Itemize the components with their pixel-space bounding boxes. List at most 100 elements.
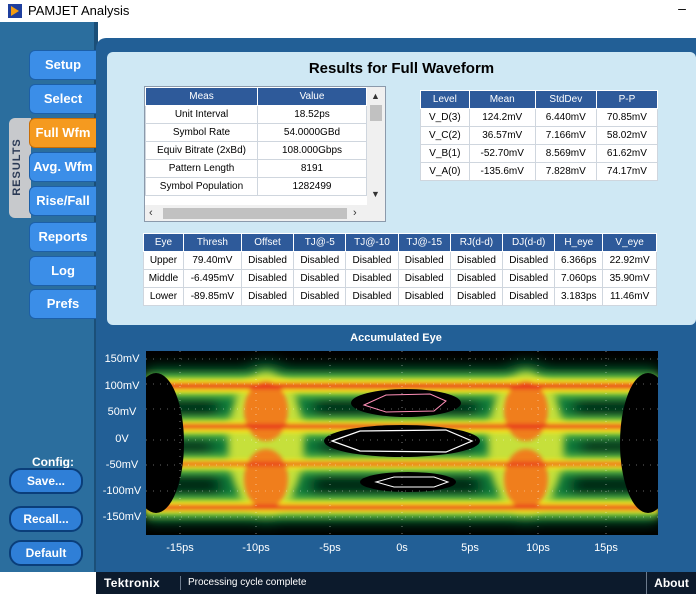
offset-cell: Disabled xyxy=(240,251,295,270)
scroll-right-icon[interactable]: › xyxy=(353,207,357,219)
upper-eye-mask xyxy=(362,393,447,413)
scroll-down-icon[interactable]: ▼ xyxy=(371,189,380,199)
meas-value-cell: 54.0000GBd xyxy=(257,123,367,142)
pp-cell: 61.62mV xyxy=(595,144,659,163)
stddev-cell: 7.166mV xyxy=(534,126,597,145)
tab-full-wfm[interactable]: Full Wfm xyxy=(29,118,97,148)
tab-rise-fall[interactable]: Rise/Fall xyxy=(29,186,97,216)
level-table: Level Mean StdDev P-P V_D(3) 124.2mV 6.4… xyxy=(420,90,659,181)
title-bar: PAMJET Analysis – xyxy=(0,0,696,22)
lower-eye-mask xyxy=(374,476,450,488)
y-tick-label: -50mV xyxy=(105,459,139,471)
tab-prefs[interactable]: Prefs xyxy=(29,289,97,319)
tj5-cell: Disabled xyxy=(293,287,347,306)
mean-cell: -135.6mV xyxy=(468,162,536,181)
eye-col-header: Eye xyxy=(143,233,184,252)
eye-cell: Lower xyxy=(143,287,184,306)
veye-col-header: V_eye xyxy=(602,233,657,252)
app-logo-icon xyxy=(8,4,22,18)
table-row[interactable]: V_D(3) 124.2mV 6.440mV 70.85mV xyxy=(420,108,659,127)
tab-reports[interactable]: Reports xyxy=(29,222,97,252)
scroll-up-icon[interactable]: ▲ xyxy=(371,91,380,101)
table-row[interactable]: Lower -89.85mV Disabled Disabled Disable… xyxy=(143,287,657,306)
save-button[interactable]: Save... xyxy=(9,468,83,494)
rj-cell: Disabled xyxy=(449,269,504,288)
table-row[interactable]: Symbol Rate 54.0000GBd xyxy=(145,123,367,142)
status-bar: Tektronix Processing cycle complete Abou… xyxy=(96,572,696,594)
table-row[interactable]: V_A(0) -135.6mV 7.828mV 74.17mV xyxy=(420,162,659,181)
vertical-scroll-thumb[interactable] xyxy=(370,105,382,121)
tj15-cell: Disabled xyxy=(397,251,451,270)
horizontal-scroll-thumb[interactable] xyxy=(163,208,347,219)
app-title: PAMJET Analysis xyxy=(28,3,130,18)
y-tick-label: -150mV xyxy=(102,511,142,523)
meas-name-cell: Equiv Bitrate (2xBd) xyxy=(145,141,258,160)
status-separator xyxy=(180,576,181,590)
tab-log[interactable]: Log xyxy=(29,256,97,286)
y-tick-label: 150mV xyxy=(104,353,140,365)
x-tick-label: 5ps xyxy=(461,542,479,554)
veye-cell: 22.92mV xyxy=(602,251,657,270)
level-cell: V_B(1) xyxy=(420,144,470,163)
meas-name-cell: Unit Interval xyxy=(145,105,258,124)
x-tick-label: 15ps xyxy=(594,542,618,554)
dj-col-header: DJ(d-d) xyxy=(502,233,556,252)
meas-name-cell: Symbol Rate xyxy=(145,123,258,142)
scroll-left-icon[interactable]: ‹ xyxy=(149,207,153,219)
about-button[interactable]: About xyxy=(646,572,696,594)
thresh-cell: 79.40mV xyxy=(182,251,242,270)
table-row[interactable]: Pattern Length 8191 xyxy=(145,159,367,178)
veye-cell: 35.90mV xyxy=(602,269,657,288)
pp-cell: 70.85mV xyxy=(595,108,659,127)
plot-title: Accumulated Eye xyxy=(350,332,442,344)
middle-eye-mask xyxy=(330,429,474,453)
accumulated-eye-plot xyxy=(146,351,658,535)
mean-cell: 124.2mV xyxy=(468,108,536,127)
table-row[interactable]: V_B(1) -52.70mV 8.569mV 61.62mV xyxy=(420,144,659,163)
meas-vertical-scrollbar[interactable]: ▲ ▼ xyxy=(367,87,385,205)
minimize-button[interactable]: – xyxy=(678,0,686,16)
eye-cell: Upper xyxy=(143,251,184,270)
dj-cell: Disabled xyxy=(502,251,556,270)
stddev-cell: 7.828mV xyxy=(534,162,597,181)
table-row[interactable]: Symbol Population 1282499 xyxy=(145,177,367,196)
pp-cell: 74.17mV xyxy=(595,162,659,181)
thresh-col-header: Thresh xyxy=(182,233,242,252)
pp-cell: 58.02mV xyxy=(595,126,659,145)
table-row[interactable]: V_C(2) 36.57mV 7.166mV 58.02mV xyxy=(420,126,659,145)
table-row[interactable]: Middle -6.495mV Disabled Disabled Disabl… xyxy=(143,269,657,288)
tab-select[interactable]: Select xyxy=(29,84,97,114)
veye-cell: 11.46mV xyxy=(602,287,657,306)
level-cell: V_A(0) xyxy=(420,162,470,181)
table-row[interactable]: Unit Interval 18.52ps xyxy=(145,105,367,124)
table-row[interactable]: Equiv Bitrate (2xBd) 108.000Gbps xyxy=(145,141,367,160)
tj15-cell: Disabled xyxy=(397,287,451,306)
level-cell: V_D(3) xyxy=(420,108,470,127)
offset-cell: Disabled xyxy=(240,269,295,288)
tektronix-logo: Tektronix xyxy=(104,576,160,590)
stddev-cell: 8.569mV xyxy=(534,144,597,163)
meas-name-cell: Symbol Population xyxy=(145,177,258,196)
recall-button[interactable]: Recall... xyxy=(9,506,83,532)
default-button[interactable]: Default xyxy=(9,540,83,566)
y-tick-label: -100mV xyxy=(102,485,142,497)
x-tick-label: -10ps xyxy=(242,542,270,554)
level-cell: V_C(2) xyxy=(420,126,470,145)
heye-cell: 7.060ps xyxy=(554,269,604,288)
meas-horizontal-scrollbar[interactable]: ‹ › xyxy=(145,205,385,221)
dj-cell: Disabled xyxy=(502,287,556,306)
status-message: Processing cycle complete xyxy=(188,577,307,588)
tj10-col-header: TJ@-10 xyxy=(345,233,399,252)
table-row[interactable]: Upper 79.40mV Disabled Disabled Disabled… xyxy=(143,251,657,270)
mean-cell: -52.70mV xyxy=(468,144,536,163)
offset-cell: Disabled xyxy=(240,287,295,306)
results-group-tab[interactable]: RESULTS xyxy=(9,118,31,218)
tab-setup[interactable]: Setup xyxy=(29,50,97,80)
stddev-col-header: StdDev xyxy=(534,90,597,109)
meas-value-cell: 108.000Gbps xyxy=(257,141,367,160)
tj5-col-header: TJ@-5 xyxy=(293,233,347,252)
tab-avg-wfm[interactable]: Avg. Wfm xyxy=(29,152,97,182)
meas-header-row: Meas Value xyxy=(145,87,367,106)
tj5-cell: Disabled xyxy=(293,269,347,288)
